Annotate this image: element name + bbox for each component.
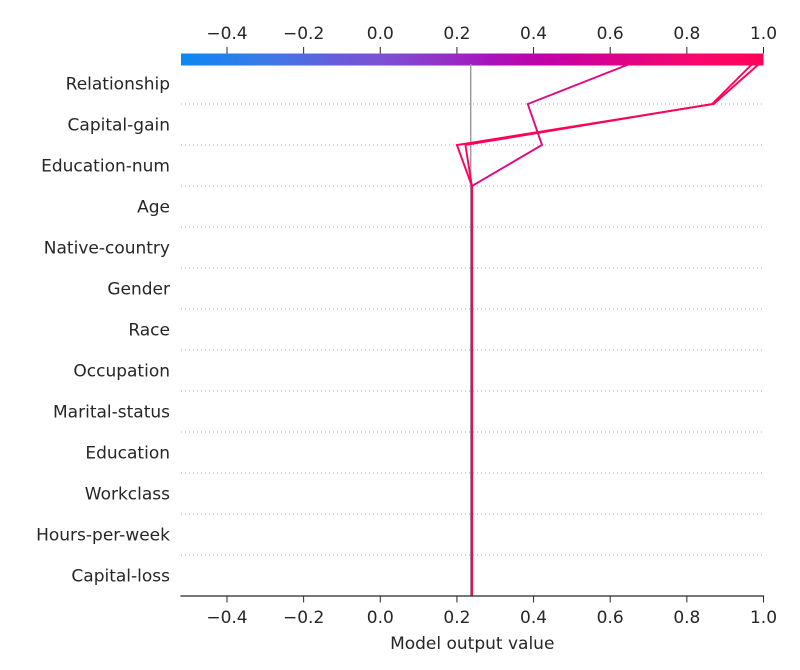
feature-label: Occupation (73, 362, 170, 382)
feature-label: Workclass (85, 485, 170, 505)
decision-path-observation-1 (470, 62, 633, 596)
x-tick-label: 0.8 (673, 608, 700, 628)
colorbar (181, 53, 764, 66)
feature-label: Marital-status (53, 403, 170, 423)
feature-label: Age (137, 198, 170, 218)
colorbar-tick-label: 0.0 (367, 24, 394, 44)
colorbar-tick-label: 0.8 (673, 24, 700, 44)
feature-label: Native-country (44, 239, 170, 259)
feature-label: Education-num (41, 157, 170, 177)
feature-label: Race (128, 321, 170, 341)
feature-label: Capital-gain (68, 116, 170, 136)
decision-path-observation-2 (455, 62, 761, 596)
x-tick-label: 1.0 (750, 608, 777, 628)
colorbar-tick-label: 0.2 (443, 24, 470, 44)
x-tick-label: 0.2 (443, 608, 470, 628)
x-axis-title: Model output value (390, 634, 554, 654)
feature-label: Hours-per-week (36, 526, 170, 546)
feature-label: Gender (107, 280, 170, 300)
colorbar-tick-label: −0.4 (206, 24, 247, 44)
x-tick-label: 0.6 (597, 608, 624, 628)
colorbar-tick-label: 1.0 (750, 24, 777, 44)
feature-label: Relationship (66, 75, 170, 95)
feature-label: Capital-loss (71, 567, 170, 587)
x-tick-label: 0.4 (520, 608, 547, 628)
x-tick-label: 0.0 (367, 608, 394, 628)
x-tick-label: −0.4 (206, 608, 247, 628)
colorbar-tick-label: 0.4 (520, 24, 547, 44)
colorbar-tick-label: −0.2 (283, 24, 324, 44)
x-tick-label: −0.2 (283, 608, 324, 628)
decision-path-observation-3 (464, 62, 754, 596)
feature-label: Education (85, 444, 170, 464)
colorbar-tick-label: 0.6 (597, 24, 624, 44)
